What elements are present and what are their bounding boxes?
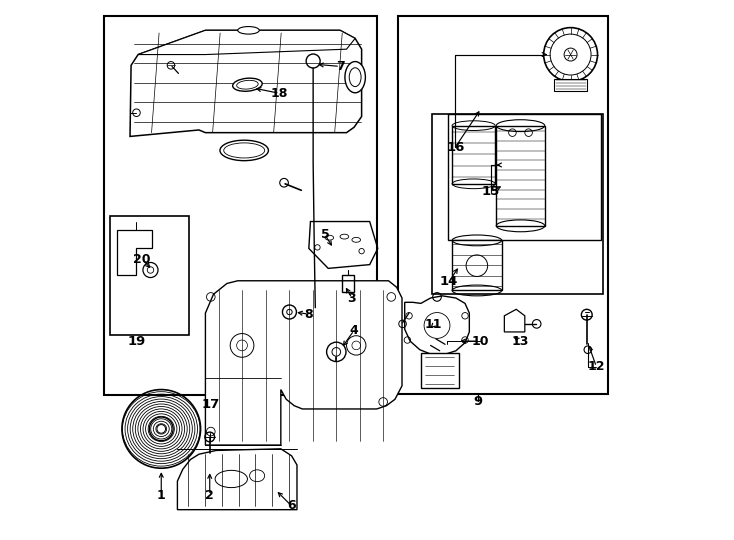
Text: 17: 17 <box>202 398 220 411</box>
Text: 2: 2 <box>206 489 214 502</box>
Bar <box>421 354 459 388</box>
Text: 9: 9 <box>473 395 482 408</box>
Polygon shape <box>178 449 297 510</box>
Bar <box>448 114 601 240</box>
Text: 12: 12 <box>588 361 606 374</box>
Ellipse shape <box>238 26 259 34</box>
Text: 19: 19 <box>128 335 145 348</box>
Text: 8: 8 <box>305 308 313 321</box>
Bar <box>104 16 377 395</box>
Text: 5: 5 <box>321 228 330 241</box>
Text: 16: 16 <box>446 141 465 154</box>
Ellipse shape <box>220 140 269 161</box>
Text: 4: 4 <box>349 324 358 337</box>
Polygon shape <box>504 309 525 332</box>
Text: 14: 14 <box>440 275 458 288</box>
Polygon shape <box>130 30 362 137</box>
Bar <box>496 126 545 226</box>
Bar <box>452 126 495 184</box>
Text: 18: 18 <box>271 87 288 100</box>
Text: 10: 10 <box>471 335 489 348</box>
Bar <box>342 275 354 292</box>
Bar <box>452 240 501 291</box>
Text: 15: 15 <box>482 185 500 198</box>
Bar <box>432 114 603 294</box>
Text: 20: 20 <box>133 253 150 266</box>
Bar <box>399 16 608 394</box>
Polygon shape <box>206 281 402 445</box>
Bar <box>554 79 586 91</box>
Polygon shape <box>117 230 151 275</box>
Polygon shape <box>404 296 469 355</box>
Text: 3: 3 <box>348 292 356 305</box>
Ellipse shape <box>233 78 262 91</box>
Bar <box>109 216 189 335</box>
Polygon shape <box>138 30 355 55</box>
Ellipse shape <box>345 62 366 93</box>
Text: 13: 13 <box>512 335 528 348</box>
Text: 1: 1 <box>157 489 166 502</box>
Text: 7: 7 <box>335 60 344 73</box>
Text: 6: 6 <box>287 500 296 512</box>
Text: 11: 11 <box>425 319 443 332</box>
